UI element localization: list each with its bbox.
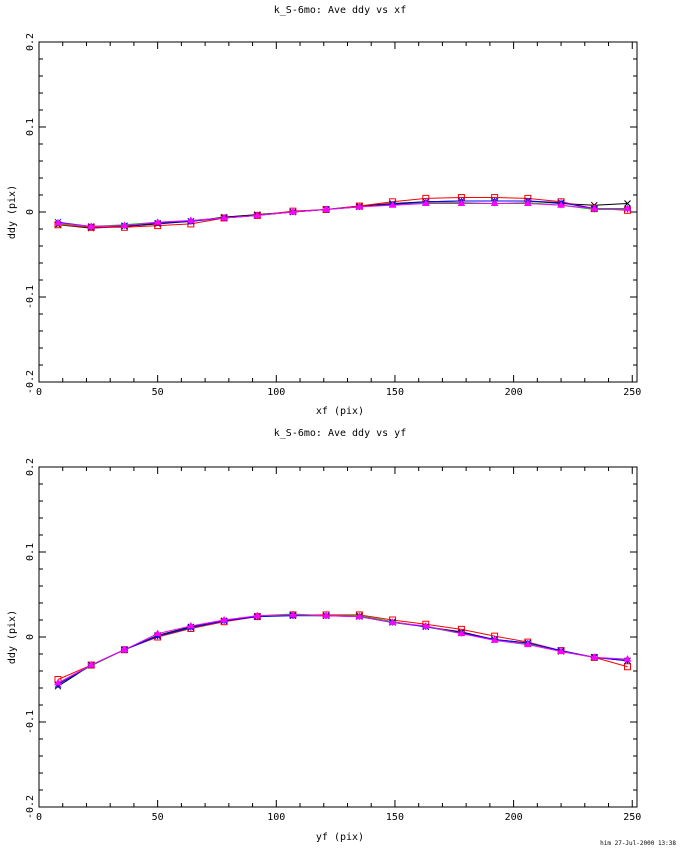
data-point	[490, 199, 499, 206]
footer-timestamp: him 27-Jul-2000 13:38	[600, 840, 676, 847]
x-tick-label: 0	[36, 812, 42, 823]
series-line-black	[57, 614, 628, 687]
series-line-blue	[57, 615, 628, 686]
chart-title: k_S-6mo: Ave ddy vs xf	[274, 5, 406, 16]
data-point	[120, 221, 129, 229]
data-point	[590, 204, 599, 212]
data-point	[153, 629, 162, 637]
data-point	[557, 201, 565, 208]
y-tick-label: 0.1	[25, 543, 36, 561]
y-tick-label: -0.1	[25, 285, 36, 309]
series-magenta	[54, 199, 632, 229]
data-point	[457, 199, 466, 206]
data-point	[623, 204, 632, 212]
chart-title: k_S-6mo: Ave ddy vs yf	[274, 428, 406, 439]
x-tick-label: 50	[152, 812, 164, 823]
data-point	[457, 629, 466, 637]
x-tick-label: 200	[505, 812, 523, 823]
data-point	[54, 219, 62, 226]
x-tick-label: 150	[386, 387, 404, 398]
plot-frame	[38, 466, 638, 808]
x-tick-label: 150	[386, 812, 404, 823]
data-point	[623, 655, 632, 662]
plot-frame	[38, 41, 638, 383]
data-point	[54, 678, 62, 686]
data-point	[355, 612, 364, 620]
series-line-green	[57, 202, 628, 227]
data-point	[87, 222, 96, 229]
y-tick-label: 0.1	[25, 118, 36, 136]
x-tick-label: 250	[623, 387, 641, 398]
x-tick-label: 50	[152, 387, 164, 398]
data-point	[490, 636, 499, 643]
data-point	[322, 611, 331, 619]
data-point	[590, 653, 599, 660]
series-line-magenta	[57, 614, 628, 684]
data-point	[220, 616, 228, 623]
y-axis-label: ddy (pix)	[7, 610, 18, 664]
data-point	[186, 216, 195, 223]
y-tick-label: 0	[25, 209, 36, 215]
y-tick-label: -0.2	[25, 370, 36, 394]
y-tick-label: -0.2	[25, 795, 36, 819]
data-point	[87, 661, 96, 668]
data-point	[154, 632, 162, 640]
data-point	[388, 201, 397, 208]
series-black	[54, 611, 631, 690]
x-tick-label: 200	[505, 387, 523, 398]
series-line-magenta	[57, 203, 628, 227]
series-green	[54, 611, 631, 687]
data-point	[120, 645, 129, 653]
x-tick-label: 0	[36, 387, 42, 398]
data-point	[153, 218, 162, 225]
data-point	[220, 213, 228, 221]
series-line-green	[57, 613, 628, 685]
y-tick-label: -0.1	[25, 710, 36, 734]
data-point	[388, 618, 397, 626]
data-point	[523, 199, 532, 206]
data-point	[253, 611, 262, 619]
data-point	[186, 621, 195, 629]
series-magenta	[54, 610, 632, 686]
data-point	[421, 621, 430, 629]
y-tick-label: 0	[25, 634, 36, 640]
data-point	[289, 610, 297, 618]
chart-ddy-vs-yf: k_S-6mo: Ave ddy vs yf yf (pix) ddy (pix…	[7, 428, 641, 843]
series-line-blue	[57, 200, 628, 227]
data-point	[557, 647, 565, 654]
data-point	[253, 211, 262, 218]
data-point	[289, 208, 297, 215]
y-tick-label: 0.2	[25, 33, 36, 51]
series-line-red	[57, 614, 628, 680]
y-axis-label: ddy (pix)	[7, 185, 18, 239]
x-axis-label: yf (pix)	[316, 832, 364, 843]
x-axis-label: xf (pix)	[316, 406, 364, 417]
x-tick-label: 250	[623, 812, 641, 823]
data-point	[421, 199, 430, 206]
y-tick-label: 0.2	[25, 458, 36, 476]
series-blue	[54, 612, 631, 688]
data-point	[322, 205, 331, 212]
data-point	[523, 640, 532, 648]
data-point	[624, 200, 631, 207]
data-point	[355, 202, 364, 210]
x-tick-label: 100	[267, 812, 285, 823]
chart-ddy-vs-xf: k_S-6mo: Ave ddy vs xf xf (pix) ddy (pix…	[7, 5, 641, 417]
x-tick-label: 100	[267, 387, 285, 398]
